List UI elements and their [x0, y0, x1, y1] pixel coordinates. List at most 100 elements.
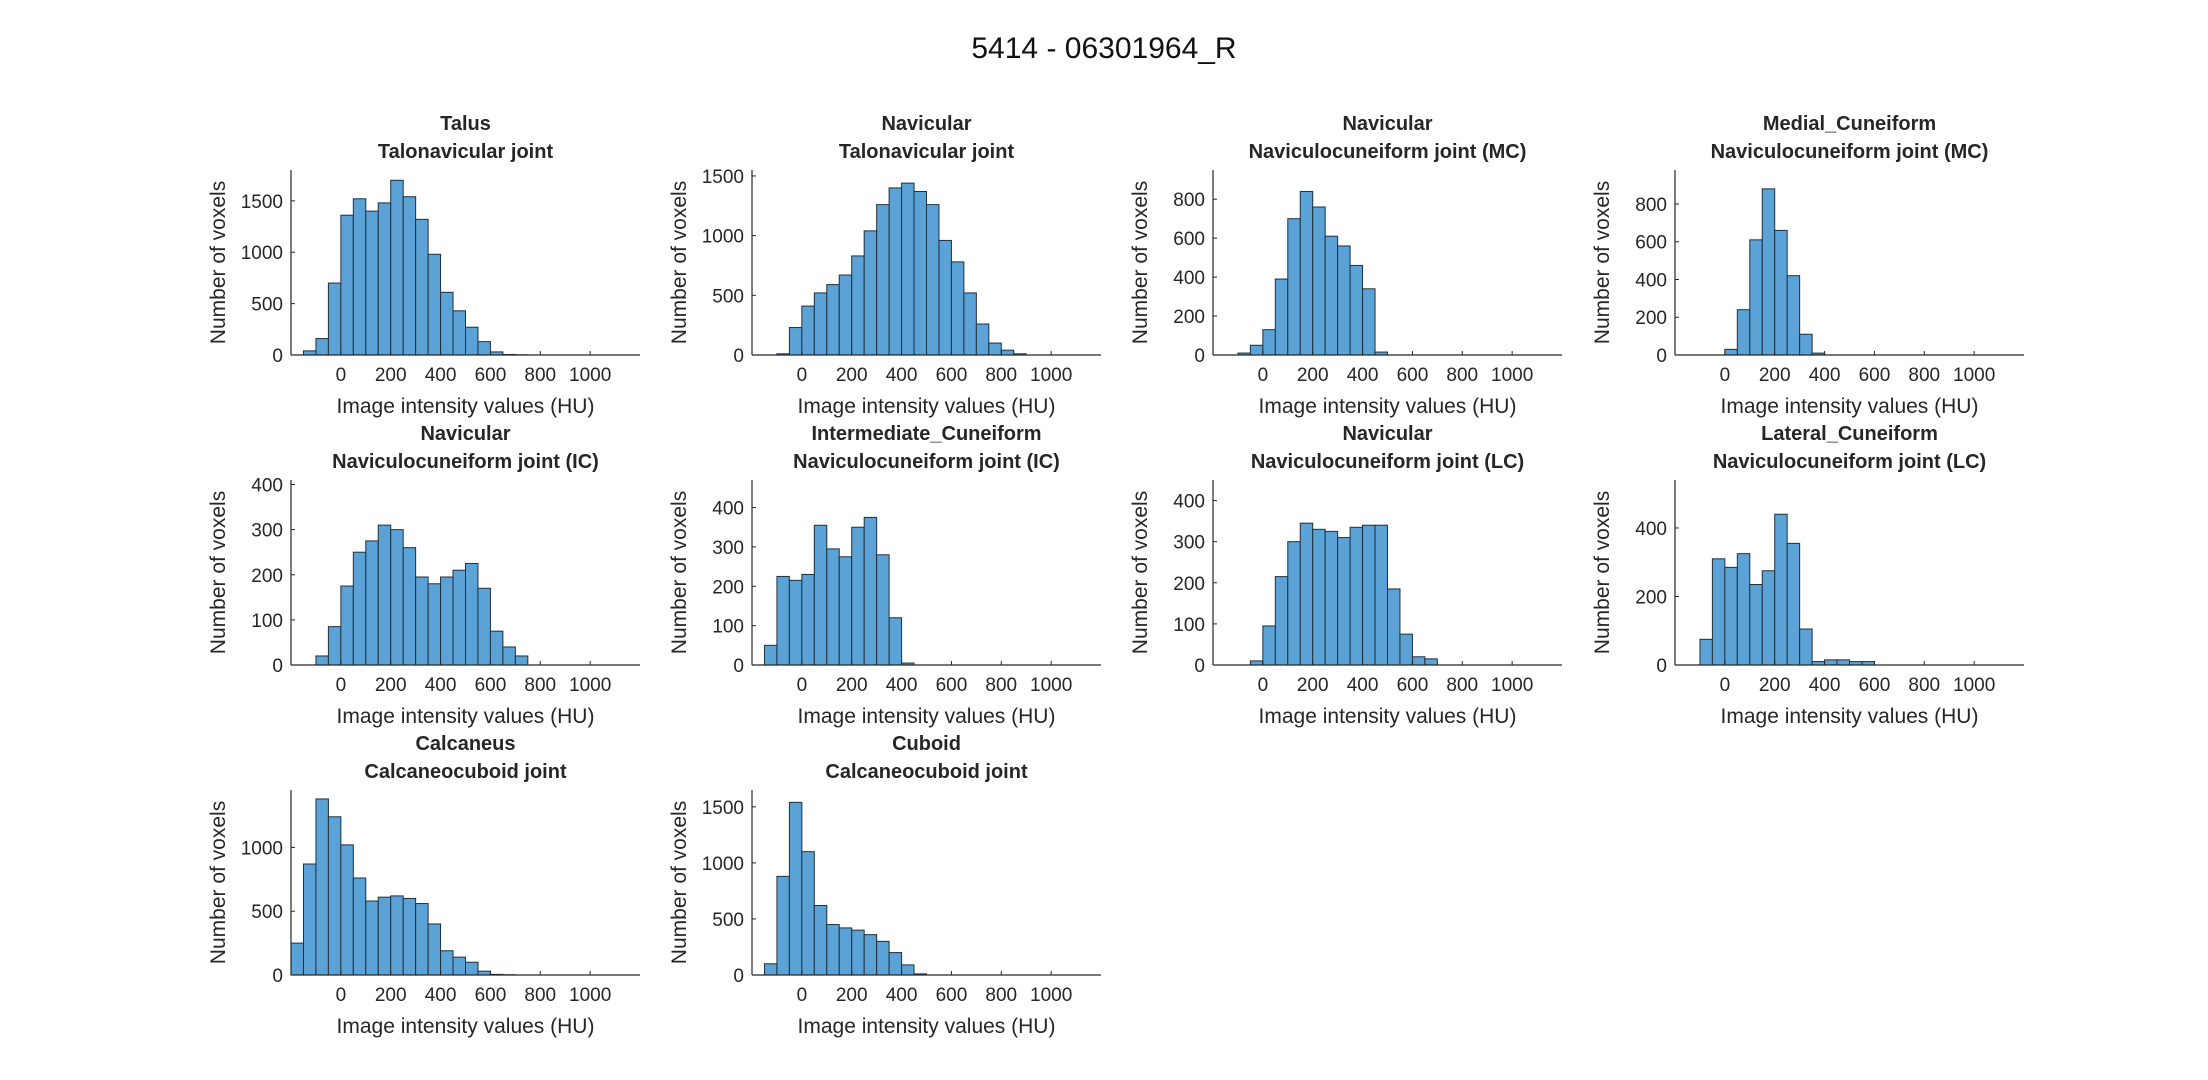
x-tick-label: 600 — [475, 985, 507, 1006]
histogram-bar — [377, 524, 392, 666]
histogram-bar — [1374, 524, 1389, 666]
histogram-bar — [452, 956, 466, 976]
histogram-bar — [1399, 633, 1413, 666]
x-tick-label: 600 — [936, 985, 968, 1006]
histogram-bar — [302, 350, 317, 356]
histogram-bar — [1711, 558, 1726, 666]
y-tick-label: 1500 — [241, 192, 283, 213]
histogram-bar — [1000, 349, 1015, 356]
histogram-panel: 0 200 400 600 800 1000 0 500 1000 1500 Image inten… — [207, 113, 640, 418]
y-tick-label: 800 — [1173, 190, 1205, 211]
histogram-bar — [788, 327, 803, 356]
y-axis-label: Number of voxels — [207, 181, 230, 344]
x-tick-label: 200 — [1297, 365, 1329, 386]
histogram-bar — [290, 942, 304, 976]
panel-title-joint: Naviculocuneiform joint (IC) — [793, 451, 1060, 473]
x-tick-label: 600 — [475, 365, 507, 386]
histogram-bar — [1786, 542, 1801, 666]
histogram-bar — [975, 323, 990, 356]
x-axis-label: Image intensity values (HU) — [798, 1015, 1056, 1038]
panel-title-bone: Medial_Cuneiform — [1763, 113, 1936, 135]
histogram-bar — [950, 261, 965, 356]
histogram-bar — [776, 875, 790, 976]
histogram-bar — [477, 341, 491, 356]
y-tick-label: 300 — [712, 538, 744, 559]
x-tick-label: 400 — [886, 985, 918, 1006]
y-axis-label: Number of voxels — [207, 491, 230, 654]
y-axis-label: Number of voxels — [207, 801, 230, 964]
histogram-bar — [1274, 576, 1289, 666]
panel-title-joint: Naviculocuneiform joint (LC) — [1251, 451, 1524, 473]
x-tick-label: 800 — [524, 675, 556, 696]
y-tick-label: 0 — [733, 966, 744, 987]
y-tick-label: 400 — [712, 499, 744, 520]
x-tick-label: 200 — [836, 365, 868, 386]
histogram-bar — [1287, 541, 1301, 666]
histogram-bar — [851, 929, 865, 976]
x-axis-label: Image intensity values (HU) — [798, 395, 1056, 418]
histogram-bar — [801, 573, 815, 666]
x-tick-label: 400 — [425, 985, 457, 1006]
histogram-bar — [1736, 309, 1751, 356]
histogram-bar — [352, 877, 367, 976]
y-tick-label: 0 — [272, 966, 283, 987]
y-tick-label: 500 — [712, 910, 744, 931]
histogram-bar — [1249, 660, 1264, 666]
histogram-bar — [1774, 513, 1788, 666]
histogram-bar — [1349, 264, 1364, 356]
histogram-bar — [863, 230, 878, 356]
histogram-bar — [1324, 235, 1339, 356]
x-tick-label: 0 — [797, 675, 808, 696]
histogram-bar — [352, 198, 367, 356]
y-tick-label: 400 — [1173, 492, 1205, 513]
panel-title-bone: Lateral_Cuneiform — [1761, 423, 1938, 445]
histogram-bar — [838, 274, 853, 356]
x-tick-label: 0 — [336, 985, 347, 1006]
histogram-panel: 0 200 400 600 800 1000 0 500 1000 1500 Image inten… — [668, 733, 1101, 1038]
x-tick-label: 800 — [1446, 675, 1478, 696]
histogram-bar — [465, 562, 479, 666]
histogram-bar — [913, 190, 927, 356]
histogram-bar — [452, 569, 466, 666]
y-tick-label: 0 — [1656, 346, 1667, 367]
histogram-panel: 0 200 400 600 800 1000 0 100 200 300 400 Image inte… — [668, 423, 1101, 728]
histogram-bar — [863, 516, 878, 666]
histogram-bar — [788, 801, 803, 976]
x-axis-label: Image intensity values (HU) — [337, 395, 595, 418]
histogram-bar — [1337, 537, 1351, 666]
x-tick-label: 800 — [1908, 365, 1940, 386]
histogram-bar — [826, 924, 840, 976]
histogram-bar — [1411, 656, 1426, 666]
x-tick-label: 1000 — [1953, 675, 1995, 696]
y-tick-label: 0 — [733, 656, 744, 677]
y-tick-label: 0 — [272, 346, 283, 367]
y-tick-label: 500 — [712, 286, 744, 307]
histogram-bar — [851, 255, 865, 356]
panel-title-bone: Cuboid — [892, 733, 961, 755]
histogram-bar — [1799, 628, 1813, 666]
y-axis-label: Number of voxels — [1591, 181, 1614, 344]
x-tick-label: 400 — [425, 675, 457, 696]
histogram-bar — [402, 196, 417, 356]
y-axis-label: Number of voxels — [668, 801, 691, 964]
histogram-bar — [851, 526, 865, 666]
histogram-bar — [876, 204, 890, 356]
y-tick-label: 1000 — [702, 854, 744, 875]
x-axis-label: Image intensity values (HU) — [1721, 705, 1979, 728]
histogram-bar — [340, 214, 354, 356]
panel-title-bone: Navicular — [1342, 423, 1432, 445]
histogram-bar — [888, 187, 903, 356]
y-tick-label: 0 — [733, 346, 744, 367]
y-tick-label: 500 — [251, 902, 283, 923]
x-tick-label: 800 — [1908, 675, 1940, 696]
histogram-bar — [763, 963, 778, 976]
histogram-bar — [415, 576, 429, 666]
histogram-bar — [327, 282, 342, 356]
x-axis-label: Image intensity values (HU) — [337, 1015, 595, 1038]
y-tick-label: 200 — [1173, 307, 1205, 328]
histogram-bar — [1362, 288, 1376, 356]
x-axis-label: Image intensity values (HU) — [1721, 395, 1979, 418]
panel-title-joint: Naviculocuneiform joint (MC) — [1249, 141, 1527, 163]
histogram-bar — [1387, 588, 1401, 666]
